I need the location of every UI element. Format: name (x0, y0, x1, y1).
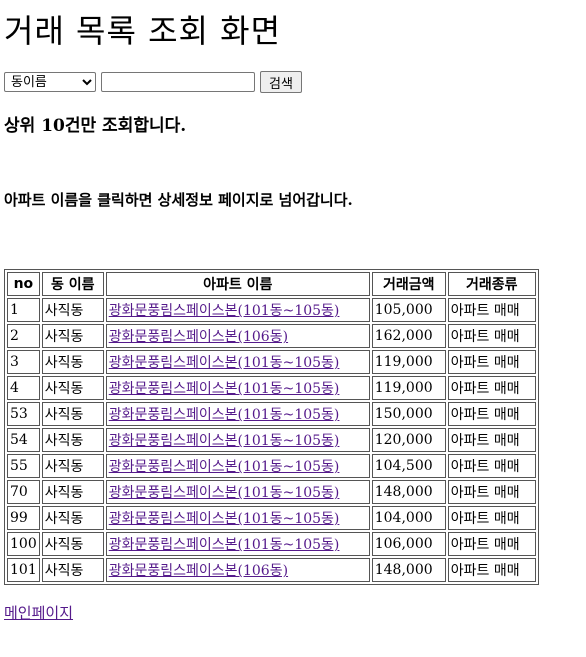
header-amount: 거래금액 (371, 272, 446, 296)
apartment-detail-link[interactable]: 광화문풍림스페이스본(101동~105동) (108, 459, 340, 475)
cell-no: 2 (7, 324, 40, 348)
cell-deal-type: 아파트 매매 (447, 480, 536, 504)
cell-apartment-name: 광화문풍림스페이스본(106동) (105, 324, 370, 348)
cell-no: 53 (7, 402, 40, 426)
cell-deal-type: 아파트 매매 (447, 376, 536, 400)
cell-apartment-name: 광화문풍림스페이스본(101동~105동) (105, 506, 370, 530)
cell-amount: 104,500 (371, 454, 446, 478)
cell-amount: 162,000 (371, 324, 446, 348)
table-row: 4 사직동 광화문풍림스페이스본(101동~105동) 119,000 아파트 매매 (7, 376, 536, 400)
cell-dong-name: 사직동 (41, 376, 104, 400)
cell-dong-name: 사직동 (41, 480, 104, 504)
table-row: 54 사직동 광화문풍림스페이스본(101동~105동) 120,000 아파트 매매 (7, 428, 536, 452)
search-type-select[interactable]: 동이름 (4, 72, 96, 92)
cell-deal-type: 아파트 매매 (447, 350, 536, 374)
limit-notice: 상위 10건만 조회합니다. (4, 116, 187, 136)
header-dong-name: 동 이름 (41, 272, 104, 296)
cell-apartment-name: 광화문풍림스페이스본(101동~105동) (105, 350, 370, 374)
cell-amount: 120,000 (371, 428, 446, 452)
cell-no: 70 (7, 480, 40, 504)
page-title: 거래 목록 조회 화면 (4, 12, 282, 50)
search-bar: 동이름 검색 (4, 71, 302, 93)
apartment-detail-link[interactable]: 광화문풍림스페이스본(101동~105동) (108, 303, 340, 319)
cell-dong-name: 사직동 (41, 532, 104, 556)
cell-apartment-name: 광화문풍림스페이스본(101동~105동) (105, 532, 370, 556)
cell-deal-type: 아파트 매매 (447, 298, 536, 322)
cell-apartment-name: 광화문풍림스페이스본(101동~105동) (105, 298, 370, 322)
cell-no: 55 (7, 454, 40, 478)
table-row: 53 사직동 광화문풍림스페이스본(101동~105동) 150,000 아파트 매매 (7, 402, 536, 426)
search-input[interactable] (101, 72, 255, 92)
cell-no: 100 (7, 532, 40, 556)
cell-amount: 106,000 (371, 532, 446, 556)
apartment-detail-link[interactable]: 광화문풍림스페이스본(101동~105동) (108, 355, 340, 371)
cell-apartment-name: 광화문풍림스페이스본(101동~105동) (105, 454, 370, 478)
cell-dong-name: 사직동 (41, 350, 104, 374)
cell-deal-type: 아파트 매매 (447, 402, 536, 426)
cell-deal-type: 아파트 매매 (447, 506, 536, 530)
header-no: no (7, 272, 40, 296)
apartment-detail-link[interactable]: 광화문풍림스페이스본(101동~105동) (108, 381, 340, 397)
cell-dong-name: 사직동 (41, 428, 104, 452)
transaction-table: no 동 이름 아파트 이름 거래금액 거래종류 1 사직동 광화문풍림스페이스본(… (4, 269, 539, 585)
cell-apartment-name: 광화문풍림스페이스본(101동~105동) (105, 480, 370, 504)
apartment-detail-link[interactable]: 광화문풍림스페이스본(101동~105동) (108, 433, 340, 449)
cell-amount: 148,000 (371, 480, 446, 504)
cell-dong-name: 사직동 (41, 402, 104, 426)
search-button[interactable]: 검색 (260, 71, 302, 93)
apartment-detail-link[interactable]: 광화문풍림스페이스본(106동) (108, 563, 289, 579)
apartment-detail-link[interactable]: 광화문풍림스페이스본(101동~105동) (108, 485, 340, 501)
cell-deal-type: 아파트 매매 (447, 324, 536, 348)
cell-apartment-name: 광화문풍림스페이스본(106동) (105, 558, 370, 582)
table-row: 1 사직동 광화문풍림스페이스본(101동~105동) 105,000 아파트 매매 (7, 298, 536, 322)
table-row: 100 사직동 광화문풍림스페이스본(101동~105동) 106,000 아파트 매매 (7, 532, 536, 556)
cell-deal-type: 아파트 매매 (447, 428, 536, 452)
apartment-detail-link[interactable]: 광화문풍림스페이스본(101동~105동) (108, 537, 340, 553)
cell-amount: 119,000 (371, 350, 446, 374)
cell-no: 54 (7, 428, 40, 452)
table-row: 70 사직동 광화문풍림스페이스본(101동~105동) 148,000 아파트 매매 (7, 480, 536, 504)
cell-apartment-name: 광화문풍림스페이스본(101동~105동) (105, 402, 370, 426)
main-page-link[interactable]: 메인페이지 (4, 604, 74, 622)
table-header-row: no 동 이름 아파트 이름 거래금액 거래종류 (7, 272, 536, 296)
apartment-detail-link[interactable]: 광화문풍림스페이스본(106동) (108, 329, 289, 345)
cell-dong-name: 사직동 (41, 298, 104, 322)
apartment-detail-link[interactable]: 광화문풍림스페이스본(101동~105동) (108, 407, 340, 423)
cell-amount: 150,000 (371, 402, 446, 426)
cell-deal-type: 아파트 매매 (447, 454, 536, 478)
cell-no: 101 (7, 558, 40, 582)
table-body: 1 사직동 광화문풍림스페이스본(101동~105동) 105,000 아파트 매매 2 사… (7, 298, 536, 582)
click-notice: 아파트 이름을 클릭하면 상세정보 페이지로 넘어갑니다. (4, 191, 353, 209)
cell-no: 1 (7, 298, 40, 322)
table-row: 55 사직동 광화문풍림스페이스본(101동~105동) 104,500 아파트 매매 (7, 454, 536, 478)
table-row: 2 사직동 광화문풍림스페이스본(106동) 162,000 아파트 매매 (7, 324, 536, 348)
cell-amount: 105,000 (371, 298, 446, 322)
table-row: 3 사직동 광화문풍림스페이스본(101동~105동) 119,000 아파트 매매 (7, 350, 536, 374)
cell-no: 4 (7, 376, 40, 400)
table-row: 101 사직동 광화문풍림스페이스본(106동) 148,000 아파트 매매 (7, 558, 536, 582)
cell-amount: 119,000 (371, 376, 446, 400)
cell-no: 3 (7, 350, 40, 374)
cell-apartment-name: 광화문풍림스페이스본(101동~105동) (105, 428, 370, 452)
header-apartment-name: 아파트 이름 (105, 272, 370, 296)
cell-amount: 148,000 (371, 558, 446, 582)
cell-deal-type: 아파트 매매 (447, 532, 536, 556)
apartment-detail-link[interactable]: 광화문풍림스페이스본(101동~105동) (108, 511, 340, 527)
cell-dong-name: 사직동 (41, 506, 104, 530)
table-row: 99 사직동 광화문풍림스페이스본(101동~105동) 104,000 아파트 매매 (7, 506, 536, 530)
cell-dong-name: 사직동 (41, 324, 104, 348)
cell-apartment-name: 광화문풍림스페이스본(101동~105동) (105, 376, 370, 400)
cell-no: 99 (7, 506, 40, 530)
cell-dong-name: 사직동 (41, 454, 104, 478)
cell-dong-name: 사직동 (41, 558, 104, 582)
cell-deal-type: 아파트 매매 (447, 558, 536, 582)
header-deal-type: 거래종류 (447, 272, 536, 296)
cell-amount: 104,000 (371, 506, 446, 530)
